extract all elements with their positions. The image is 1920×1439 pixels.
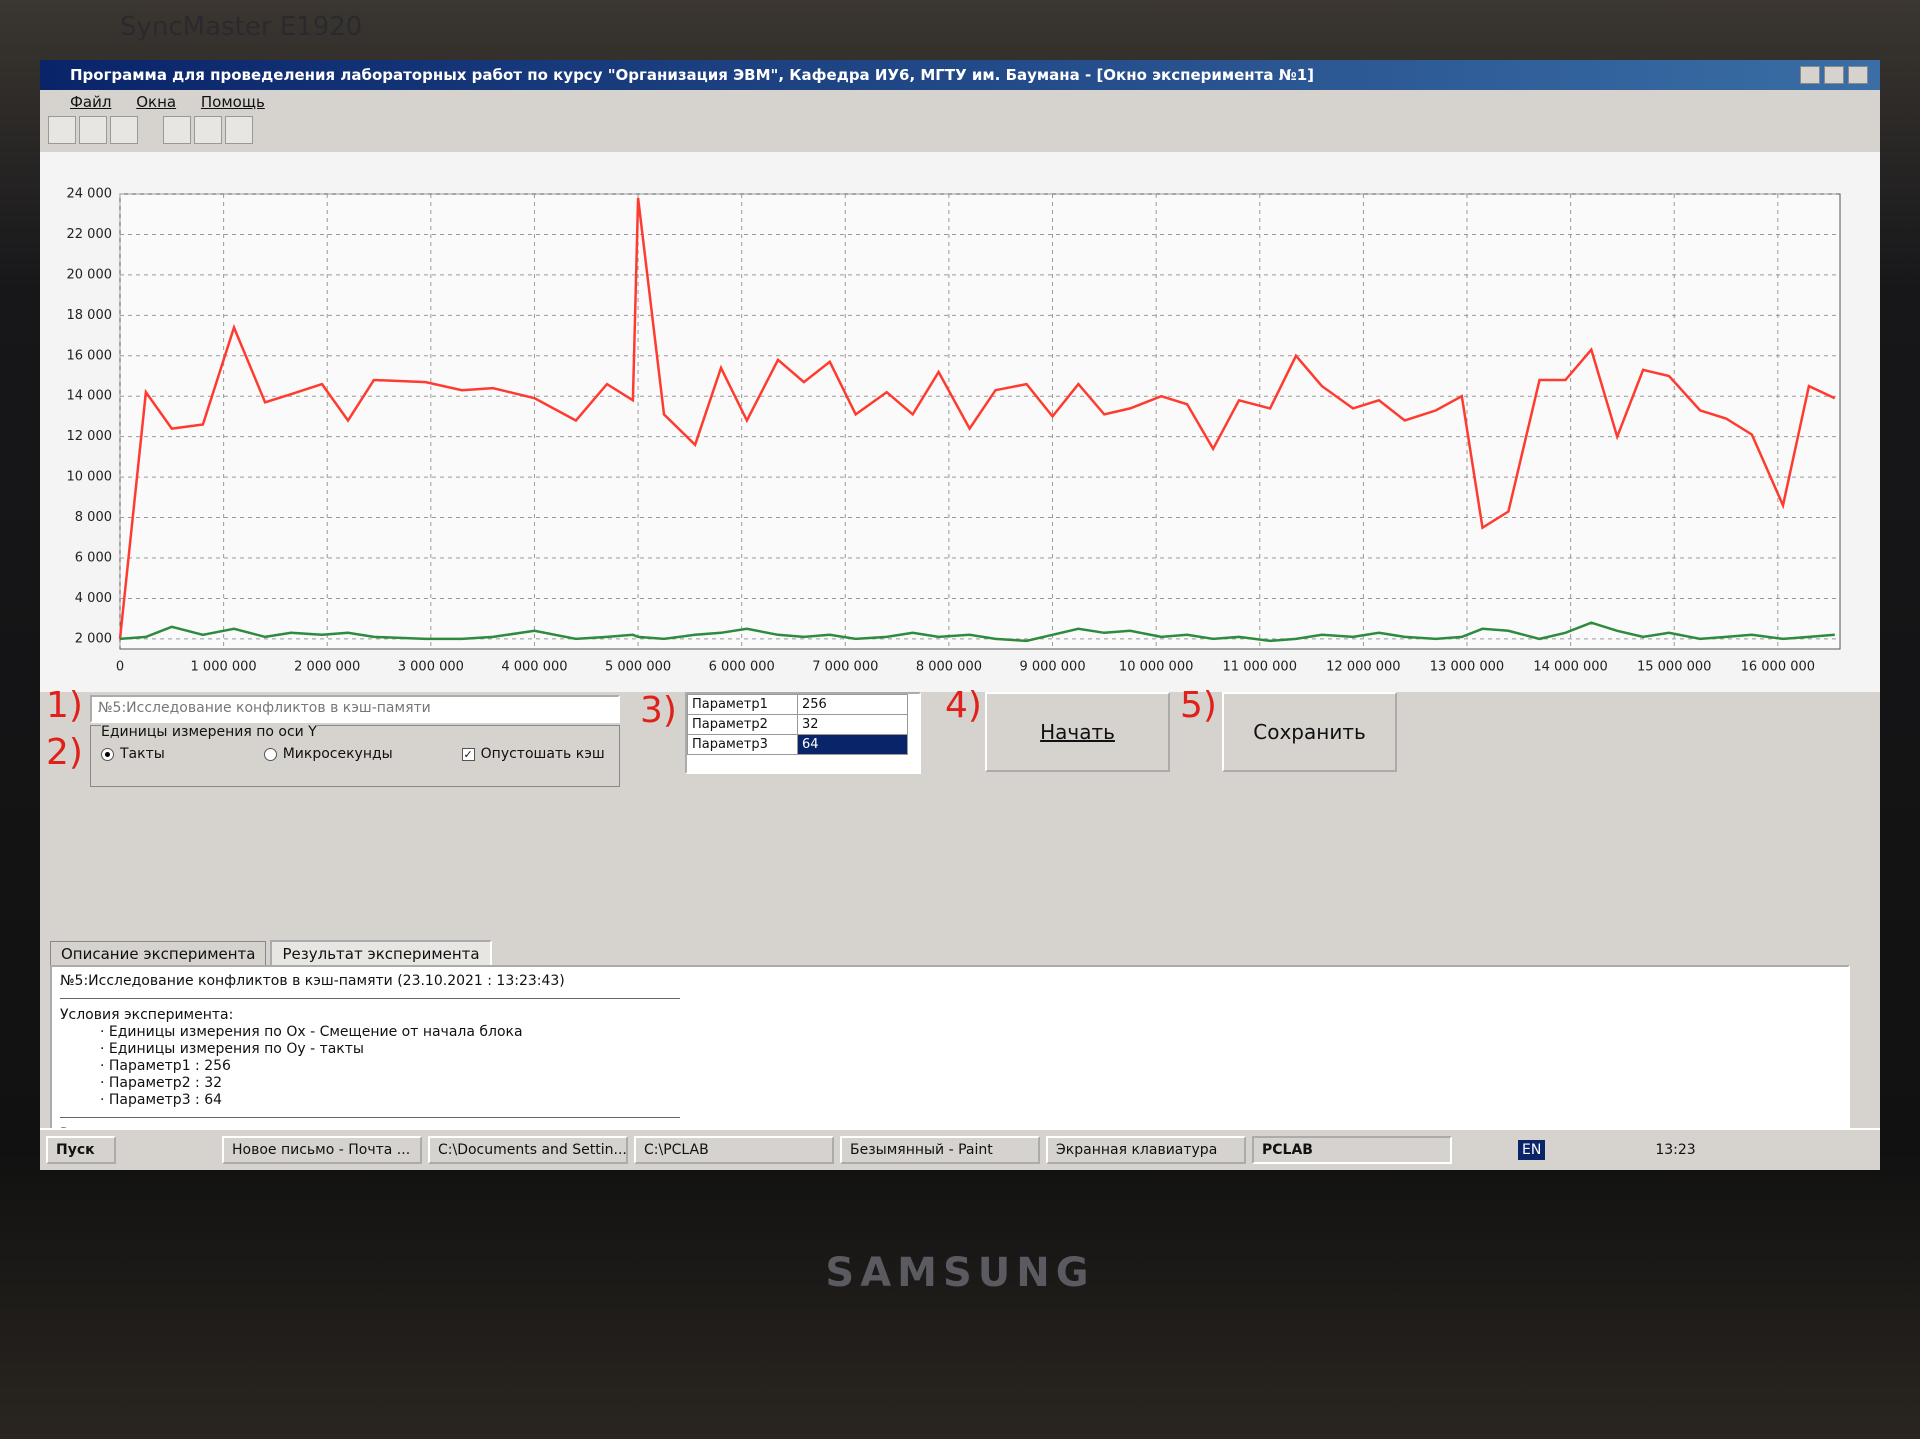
x-tick-label: 0 [116, 660, 124, 675]
maximize[interactable] [1824, 66, 1844, 84]
y-tick-label: 18 000 [67, 308, 113, 323]
radio-label: Такты [120, 746, 165, 762]
param-name: Параметр2 [687, 714, 798, 735]
start-button[interactable]: Пуск [46, 1136, 116, 1164]
task[interactable]: Безымянный - Paint [840, 1136, 1040, 1164]
minimize[interactable] [1800, 66, 1820, 84]
radio[interactable] [101, 747, 114, 761]
language[interactable]: EN [1518, 1140, 1546, 1160]
task[interactable]: Экранная клавиатура [1046, 1136, 1246, 1164]
tabs: Описание эксперимента Результат экспериме… [50, 940, 496, 968]
log-line: Условия эксперимента: [60, 1007, 234, 1023]
tool-tile-v[interactable] [224, 116, 253, 144]
param-name: Параметр3 [687, 734, 798, 755]
param-value[interactable]: 64 [797, 734, 908, 755]
toolbar [48, 116, 256, 150]
y-tick-label: 4 000 [75, 591, 112, 606]
y-tick-label: 10 000 [67, 470, 113, 485]
x-tick-label: 16 000 000 [1741, 660, 1815, 675]
x-tick-label: 3 000 000 [398, 660, 464, 675]
series-line [119, 621, 1835, 643]
tool-save[interactable] [110, 116, 138, 144]
close[interactable] [1848, 66, 1868, 84]
tool-open[interactable] [79, 116, 107, 144]
x-tick-label: 6 000 000 [709, 660, 775, 675]
menu-item[interactable]: Окна [136, 93, 177, 111]
checkbox-label: Опустошать кэш [480, 746, 605, 762]
x-tick-label: 8 000 000 [916, 660, 982, 675]
y-tick-label: 6 000 [75, 551, 112, 566]
y-tick-label: 8 000 [75, 510, 112, 525]
log: №5:Исследование конфликтов в кэш-памяти … [50, 965, 1850, 1155]
annotation: 1) [46, 685, 83, 726]
radio[interactable] [263, 747, 277, 761]
tool-cascade[interactable] [162, 116, 191, 144]
param-name: Параметр1 [687, 694, 798, 715]
log-line: №5:Исследование конфликтов в кэш-памяти … [60, 973, 565, 989]
annotation: 3) [640, 690, 677, 731]
task[interactable]: PCLAB [1252, 1136, 1452, 1164]
x-tick-label: 13 000 000 [1430, 660, 1504, 675]
menu-bar: Файл Окна Помощь [40, 90, 1880, 114]
y-tick-label: 2 000 [75, 631, 112, 646]
log-line: · Единицы измерения по Ox - Смещение от … [100, 1024, 523, 1040]
tool-new[interactable] [48, 116, 76, 144]
chart: 2 000 4 000 6 000 8 000 10 000 12 000 14 000 16… [40, 152, 1880, 692]
tool-tile-h[interactable] [193, 116, 222, 144]
log-line: · Параметр2 : 32 [100, 1075, 223, 1091]
group-label: Единицы измерения по оси Y [101, 724, 317, 740]
units-group: Единицы измерения по оси Y Такты Микросе… [90, 724, 620, 787]
y-tick-label: 22 000 [67, 227, 113, 242]
log-line: · Единицы измерения по Oy - такты [100, 1041, 364, 1057]
tab[interactable]: Результат эксперимента [270, 940, 492, 968]
checkbox[interactable]: ✓ [461, 747, 475, 761]
x-tick-label: 14 000 000 [1533, 660, 1607, 675]
x-tick-label: 11 000 000 [1223, 660, 1297, 675]
y-tick-label: 16 000 [67, 348, 113, 363]
y-tick-label: 24 000 [67, 187, 113, 202]
taskbar: Пуск Новое письмо - Почта ... C:\Documen… [40, 1128, 1880, 1170]
clock: 13:23 [1655, 1142, 1696, 1158]
y-tick-label: 12 000 [67, 429, 113, 444]
task[interactable]: Новое письмо - Почта ... [222, 1136, 422, 1164]
start-button[interactable]: Начать [985, 692, 1170, 772]
y-tick-label: 14 000 [67, 389, 113, 404]
menu-item[interactable]: Файл [70, 93, 112, 111]
monitor-brand: SAMSUNG [825, 1250, 1095, 1296]
save-button[interactable]: Сохранить [1222, 692, 1397, 772]
task[interactable]: C:\Documents and Settin... [428, 1136, 628, 1164]
log-line: · Параметр3 : 64 [100, 1092, 223, 1108]
annotation: 4) [945, 685, 982, 726]
x-tick-label: 4 000 000 [501, 660, 567, 675]
tab[interactable]: Описание эксперимента [50, 941, 267, 966]
series-line [118, 197, 1836, 640]
screen: Программа для проведеления лабораторных … [40, 60, 1880, 1170]
x-tick-label: 9 000 000 [1019, 660, 1085, 675]
radio-label: Микросекунды [282, 746, 393, 762]
x-tick-label: 7 000 000 [812, 660, 878, 675]
x-tick-label: 15 000 000 [1637, 660, 1711, 675]
monitor-model: SyncMaster E1920 [120, 12, 363, 42]
y-tick-label: 20 000 [67, 267, 113, 282]
log-line: · Параметр1 : 256 [100, 1058, 231, 1074]
param-value[interactable]: 256 [797, 694, 908, 715]
experiment-combo[interactable]: №5:Исследование конфликтов в кэш-памяти [90, 695, 620, 723]
task[interactable]: C:\PCLAB [634, 1136, 834, 1164]
annotation: 5) [1180, 685, 1217, 726]
param-value[interactable]: 32 [797, 714, 908, 735]
x-tick-label: 10 000 000 [1119, 660, 1193, 675]
params-grid: Параметр1 256 Параметр2 32 Параметр3 64 [685, 692, 921, 774]
x-tick-label: 1 000 000 [191, 660, 257, 675]
x-tick-label: 12 000 000 [1326, 660, 1400, 675]
annotation: 2) [46, 732, 83, 773]
title-bar: Программа для проведеления лабораторных … [40, 60, 1880, 90]
x-tick-label: 5 000 000 [605, 660, 671, 675]
x-tick-label: 2 000 000 [294, 660, 360, 675]
menu-item[interactable]: Помощь [200, 93, 265, 111]
plot-area [119, 193, 1841, 650]
